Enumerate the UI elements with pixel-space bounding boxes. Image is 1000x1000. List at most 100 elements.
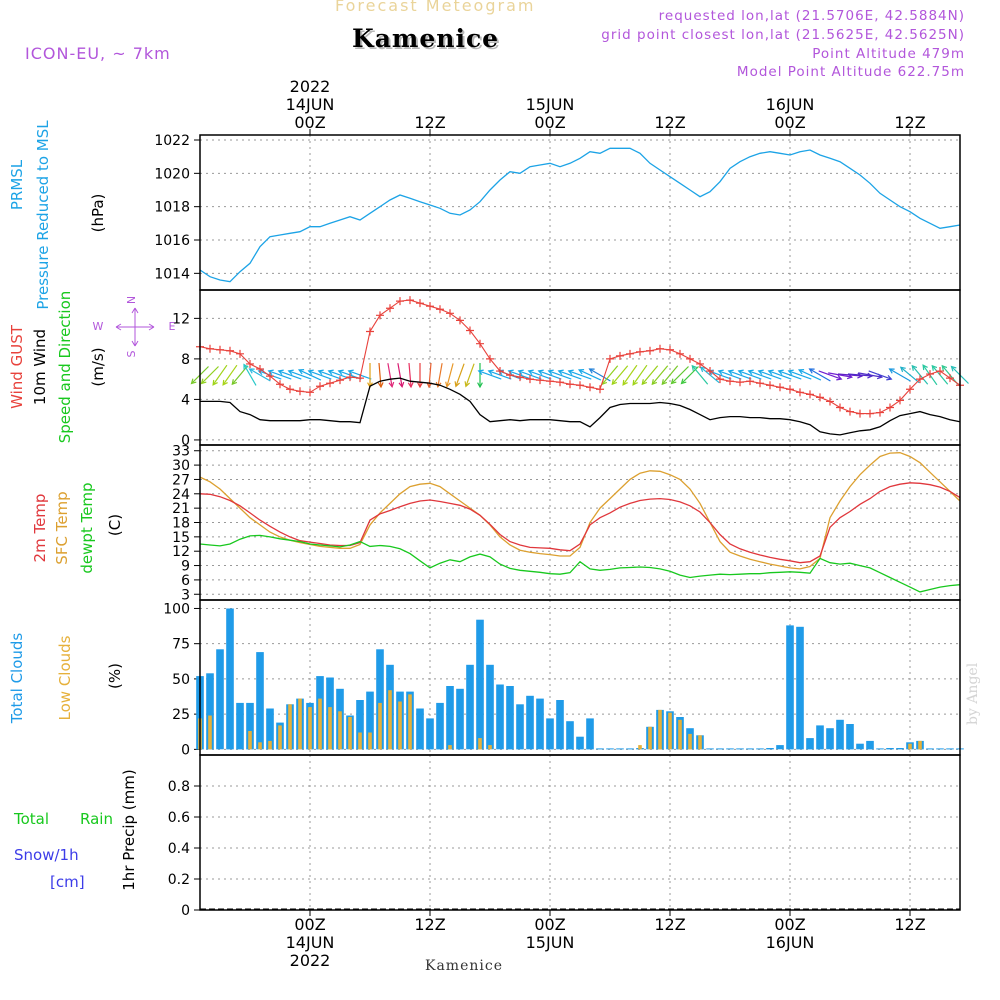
low-cloud-bar [318,698,322,750]
wind-arrow [738,370,762,380]
wind-arrow [671,366,689,384]
wind10m-label: 10m Wind [31,329,49,405]
gust-marker [886,403,894,412]
x-label-top: 16JUN [766,95,815,114]
wind-arrow-head [797,369,805,375]
wind-arrow-head [757,369,764,375]
total-cloud-bar [366,691,374,750]
gust-marker [666,345,674,354]
wind-arrow [298,369,322,381]
total-cloud-bar [856,743,864,750]
y-tick-label: 24 [172,487,190,503]
y-tick-label: 0 [181,903,190,919]
y-tick-label: 1014 [154,266,190,282]
station-name: Kamenice [352,24,500,53]
wind-arrow-head [867,372,874,379]
gust-marker [556,378,564,387]
total-cloud-bar [356,700,364,750]
wind-arrow [268,370,292,380]
total-cloud-bar [606,748,614,750]
wind-arrow-head [317,369,324,375]
gust-marker [216,345,224,354]
wind-arrow-head [407,382,414,389]
wind-arrow-head [267,369,274,375]
wind-arrow-head [567,369,574,375]
wind-arrow [788,370,812,380]
wind-arrow-head [836,375,843,381]
wind-arrow [748,370,772,380]
y-tick-label: 1022 [154,133,190,149]
total-cloud-bar [706,748,714,750]
gust-marker [716,375,724,384]
gust-marker [626,349,634,358]
total-cloud-bar [466,664,474,750]
wind-arrow [661,365,679,385]
wind-arrow [818,370,842,380]
total-cloud-bar [436,702,444,750]
wind-arrow [201,366,219,384]
gust-marker [416,299,424,308]
low-cloud-bar [288,704,292,750]
total-cloud-bar [576,736,584,750]
low-cloud-bar [448,745,452,750]
y-tick-label: 25 [172,707,190,723]
gust-marker [236,349,244,358]
y-tick-label: 75 [172,637,190,653]
total-cloud-bar [596,748,604,750]
x-label-bottom: 14JUN [286,933,335,952]
wind-arrow-head [347,369,354,375]
low-cloud-bar [338,711,342,750]
wind-arrow-head [231,379,238,386]
wind-arrow-head [691,364,698,371]
y-tick-label: 30 [172,458,190,474]
gust-marker [326,379,334,388]
wind-arrow-head [777,369,784,375]
y-tick-label: 1016 [154,233,190,249]
wind-arrow-head [787,369,794,375]
total-cloud-bar [556,700,564,750]
wind-arrow-head [922,364,928,371]
total-cloud-bar [236,702,244,750]
total-cloud-bar [756,748,764,750]
gust-marker [266,372,274,381]
gust-marker [866,409,874,418]
y-tick-label: 4 [181,392,190,408]
wind-arrow-head [888,368,895,374]
gust-marker [316,382,324,391]
point-altitude: Point Altitude 479m [812,46,965,62]
wind-arrow-head [388,381,395,389]
gust-marker [906,385,914,394]
rain-label: Rain [80,810,113,828]
wind-arrow-head [243,363,249,370]
wind-arrow [778,370,802,380]
gust-marker [536,376,544,385]
total-cloud-bar [476,619,484,750]
gust-marker [406,296,414,305]
wind-arrow [465,363,475,387]
wind-arrow-head [808,368,815,374]
gust-marker [526,375,534,384]
wind-arrow-head [190,378,197,385]
low-cloud-bar [388,690,392,750]
gust-marker [796,388,804,397]
gust-marker [566,380,574,389]
wind-arrow [837,373,863,377]
wind-arrow [558,370,582,380]
wind-arrow-head [641,379,648,386]
total-cloud-bar [936,748,944,750]
gust-marker [656,344,664,353]
wind-arrow-head [588,368,595,374]
total-cloud-bar [256,652,264,750]
gust-marker [446,309,454,318]
y-tick-label: 1018 [154,200,190,216]
gust-marker [776,383,784,392]
wind-arrow [768,370,792,380]
wind-arrow [601,365,619,385]
wind-arrow [632,364,648,386]
x-label-bottom: 12Z [414,915,445,934]
low-cloud-bar [698,735,702,750]
wind-arrow-head [632,379,638,386]
total-cloud-bar [226,608,234,750]
gust-marker [846,407,854,416]
